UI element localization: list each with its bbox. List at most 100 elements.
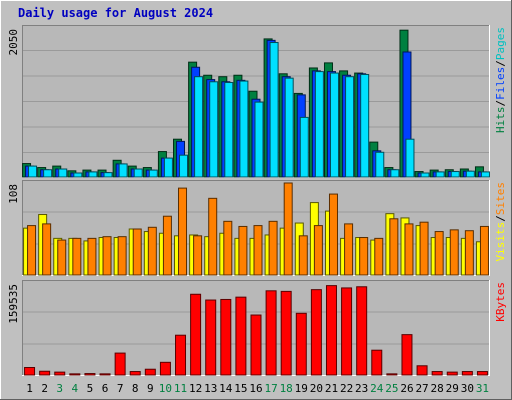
x-label-day-18: 18: [280, 382, 293, 395]
x-label-day-9: 9: [147, 382, 154, 395]
bar-sites-day-23: [359, 237, 369, 276]
bar-sites-day-21: [328, 193, 338, 276]
x-label-day-24: 24: [370, 382, 384, 395]
bar-sites-day-29: [449, 229, 459, 276]
bar-pages-day-12: [194, 76, 204, 178]
bar-sites-day-13: [208, 197, 218, 276]
bar-kbytes-day-21: [325, 285, 337, 376]
bar-pages-day-15: [239, 80, 249, 178]
bar-kbytes-day-27: [416, 365, 428, 376]
bar-pages-day-17: [269, 42, 279, 178]
x-label-day-16: 16: [249, 382, 262, 395]
bar-kbytes-day-17: [265, 290, 277, 376]
bar-sites-day-15: [238, 225, 248, 276]
x-label-day-6: 6: [102, 382, 109, 395]
bar-pages-day-9: [148, 169, 158, 178]
bar-pages-day-19: [299, 116, 309, 178]
x-label-day-3: 3: [56, 382, 63, 395]
bar-kbytes-day-13: [205, 299, 217, 376]
bar-kbytes-day-30: [461, 371, 473, 376]
bar-pages-day-22: [345, 76, 355, 178]
bar-sites-day-20: [313, 225, 323, 276]
legend-kbytes: KBytes: [494, 282, 507, 322]
bar-sites-day-30: [464, 230, 474, 276]
bar-kbytes-day-22: [341, 287, 353, 376]
bar-sites-day-9: [147, 226, 157, 276]
side-legend-visits_sites: Visits/Sites: [494, 182, 507, 262]
bar-kbytes-day-26: [401, 334, 413, 376]
bar-pages-day-28: [435, 171, 445, 178]
bar-kbytes-day-15: [235, 296, 247, 376]
x-label-day-8: 8: [132, 382, 139, 395]
side-legend-kbytes: KBytes: [494, 282, 507, 322]
x-label-day-23: 23: [355, 382, 368, 395]
x-label-day-29: 29: [446, 382, 459, 395]
bar-sites-day-12: [193, 235, 203, 276]
bar-pages-day-16: [254, 101, 264, 178]
x-label-day-14: 14: [219, 382, 233, 395]
legend-visits: Visits: [494, 222, 507, 262]
bar-pages-day-31: [480, 171, 490, 178]
bar-sites-day-5: [87, 237, 97, 276]
bar-kbytes-day-14: [220, 298, 232, 376]
bar-pages-day-4: [73, 172, 83, 178]
bar-kbytes-day-10: [159, 361, 171, 376]
bar-pages-day-14: [224, 82, 234, 178]
bar-sites-day-3: [57, 239, 67, 276]
x-label-day-31: 31: [476, 382, 489, 395]
x-label-day-28: 28: [431, 382, 444, 395]
bar-pages-day-7: [118, 163, 128, 178]
legend-separator: /: [494, 60, 507, 67]
x-label-day-19: 19: [295, 382, 308, 395]
y-max-label-kbytes: 159535: [7, 284, 20, 324]
bar-sites-day-10: [162, 215, 172, 276]
x-label-day-7: 7: [117, 382, 124, 395]
bar-sites-day-25: [389, 218, 399, 276]
bar-kbytes-day-8: [129, 371, 141, 376]
bar-pages-day-27: [420, 172, 430, 178]
bar-pages-day-11: [179, 154, 189, 178]
bar-pages-day-6: [103, 172, 113, 178]
x-label-day-1: 1: [26, 382, 33, 395]
y-max-label-visits_sites: 108: [7, 184, 20, 204]
bar-kbytes-day-31: [476, 371, 488, 376]
bar-kbytes-day-24: [371, 349, 383, 376]
bar-kbytes-day-25: [386, 373, 398, 376]
y-max-label-hits_files_pages: 2050: [7, 29, 20, 56]
x-axis-day-labels: 1 2 3 4 5 6 7 8 9 10 11 12 13 14 15 16 17 18 19 20 21 22 23 24 2…: [26, 382, 489, 395]
bar-kbytes-day-7: [114, 352, 126, 376]
bar-sites-day-7: [117, 236, 127, 276]
x-label-day-10: 10: [159, 382, 172, 395]
bar-pages-day-20: [314, 71, 324, 178]
bar-sites-day-8: [132, 228, 142, 276]
bar-pages-day-5: [88, 171, 98, 178]
x-label-day-12: 12: [189, 382, 202, 395]
bar-kbytes-day-19: [295, 312, 307, 376]
bar-kbytes-day-28: [431, 371, 443, 376]
bar-sites-day-1: [27, 225, 37, 276]
x-label-day-4: 4: [72, 382, 79, 395]
bar-sites-day-27: [419, 221, 429, 276]
legend-hits: Hits: [494, 107, 507, 134]
x-label-day-20: 20: [310, 382, 323, 395]
bar-kbytes-day-9: [144, 368, 156, 376]
bar-sites-day-28: [434, 231, 444, 276]
bar-sites-day-31: [479, 225, 489, 276]
bar-pages-day-26: [405, 138, 415, 178]
bar-kbytes-day-20: [310, 289, 322, 376]
bar-sites-day-4: [72, 237, 82, 276]
bar-sites-day-2: [42, 223, 52, 276]
bar-sites-day-14: [223, 220, 233, 276]
bar-pages-day-30: [465, 170, 475, 178]
bar-kbytes-day-11: [175, 334, 187, 376]
bar-pages-day-18: [284, 77, 294, 178]
x-label-day-21: 21: [325, 382, 338, 395]
bar-sites-day-22: [344, 223, 354, 276]
bar-sites-day-6: [102, 236, 112, 276]
legend-files: Files: [494, 67, 507, 100]
panel-visits_sites: 108 Visits/Sites: [7, 180, 507, 276]
x-label-day-26: 26: [400, 382, 413, 395]
bar-kbytes-day-23: [356, 286, 368, 376]
